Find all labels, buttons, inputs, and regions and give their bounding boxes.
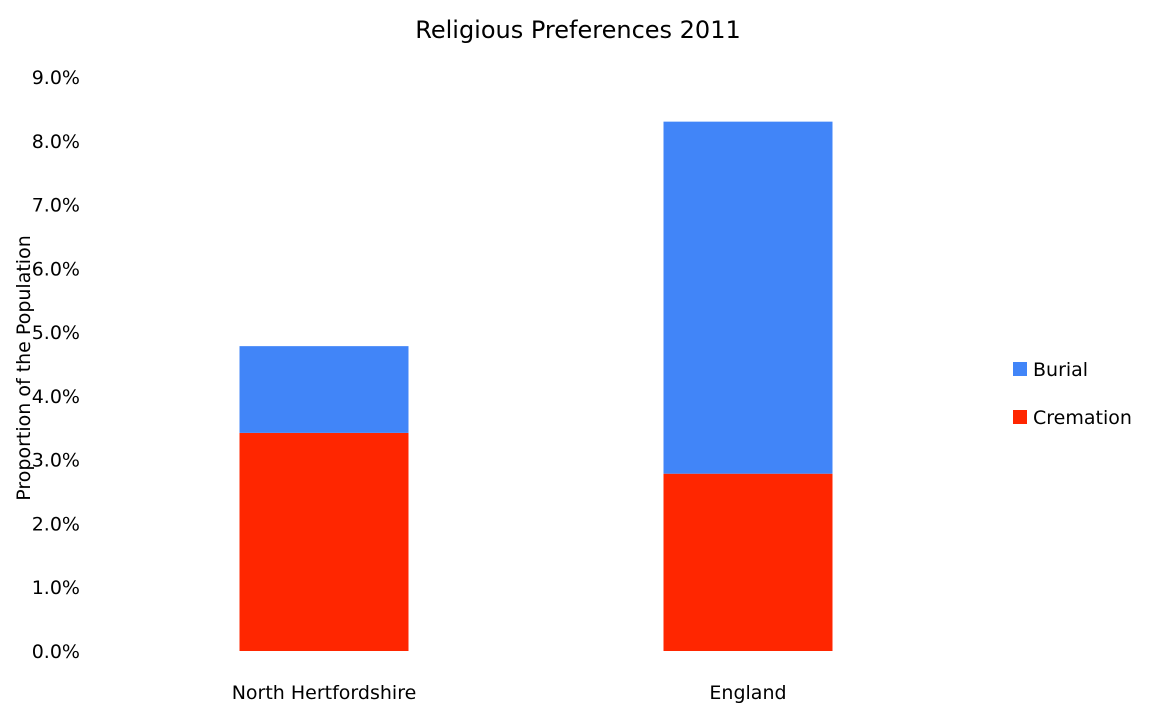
y-tick-label: 5.0% <box>32 322 80 344</box>
bars <box>239 121 833 651</box>
legend-label-cremation: Cremation <box>1033 407 1132 429</box>
legend-swatch-burial <box>1013 362 1027 376</box>
y-tick-label: 4.0% <box>32 386 80 408</box>
chart-title: Religious Preferences 2011 <box>415 16 741 44</box>
y-tick-label: 3.0% <box>32 450 80 472</box>
bar-burial-0 <box>239 346 409 433</box>
x-category-label: England <box>709 682 786 704</box>
legend: Burial Cremation <box>1013 359 1132 429</box>
y-tick-label: 9.0% <box>32 67 80 89</box>
y-tick-label: 8.0% <box>32 131 80 153</box>
y-axis-ticks: 0.0% 1.0% 2.0% 3.0% 4.0% 5.0% 6.0% 7.0% 8.0% 9.0% <box>32 67 80 663</box>
x-category-label: North Hertfordshire <box>232 682 417 704</box>
y-tick-label: 2.0% <box>32 513 80 535</box>
y-axis-label: Proportion of the Population <box>13 235 35 500</box>
legend-label-burial: Burial <box>1033 359 1088 381</box>
y-tick-label: 7.0% <box>32 195 80 217</box>
bar-cremation-1 <box>663 473 833 651</box>
y-tick-label: 6.0% <box>32 258 80 280</box>
x-axis-labels: North Hertfordshire England <box>232 682 787 704</box>
y-tick-label: 0.0% <box>32 641 80 663</box>
bar-cremation-0 <box>239 432 409 651</box>
y-tick-label: 1.0% <box>32 577 80 599</box>
bar-burial-1 <box>663 121 833 474</box>
legend-swatch-cremation <box>1013 410 1027 424</box>
